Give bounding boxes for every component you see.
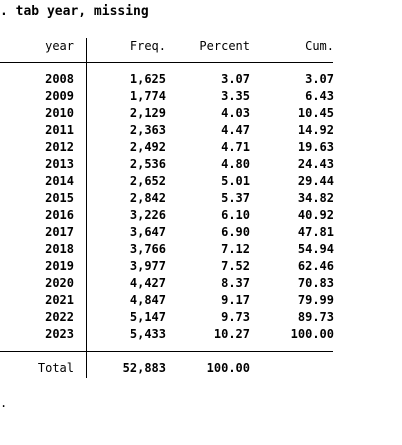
cell-cum: 19.63 <box>297 140 334 154</box>
total-label: Total <box>37 361 74 375</box>
cell-percent: 3.35 <box>221 89 250 103</box>
cell-cum: 3.07 <box>305 72 334 86</box>
header-separator-right <box>86 62 333 63</box>
cell-percent: 4.47 <box>221 123 250 137</box>
cell-cum: 14.92 <box>297 123 334 137</box>
cell-cum: 10.45 <box>297 106 334 120</box>
cell-percent: 5.37 <box>221 191 250 205</box>
prompt-marker: . <box>0 396 8 410</box>
total-separator-right <box>86 351 333 352</box>
table-row: 2012 2,492 4.71 19.63 <box>0 139 340 156</box>
cell-year: 2014 <box>45 174 74 188</box>
cell-percent: 7.52 <box>221 259 250 273</box>
cell-freq: 3,977 <box>129 259 166 273</box>
cell-freq: 2,842 <box>129 191 166 205</box>
header-freq: Freq. <box>129 39 166 53</box>
table-row: 2015 2,842 5.37 34.82 <box>0 190 340 207</box>
table-row: 2016 3,226 6.10 40.92 <box>0 207 340 224</box>
cell-year: 2022 <box>45 310 74 324</box>
cell-year: 2011 <box>45 123 74 137</box>
cell-year: 2008 <box>45 72 74 86</box>
cell-freq: 4,427 <box>129 276 166 290</box>
cell-freq: 2,652 <box>129 174 166 188</box>
cell-freq: 5,433 <box>129 327 166 341</box>
cell-percent: 7.12 <box>221 242 250 256</box>
cell-year: 2021 <box>45 293 74 307</box>
total-freq: 52,883 <box>122 361 166 375</box>
header-year: year <box>45 39 74 53</box>
table-header-row: year Freq. Percent Cum. <box>0 38 340 55</box>
cell-year: 2019 <box>45 259 74 273</box>
total-separator-left <box>0 351 86 352</box>
cell-cum: 89.73 <box>297 310 334 324</box>
column-divider <box>86 38 87 378</box>
cell-year: 2009 <box>45 89 74 103</box>
table-row: 2023 5,433 10.27 100.00 <box>0 326 340 343</box>
table-row: 2021 4,847 9.17 79.99 <box>0 292 340 309</box>
cell-cum: 47.81 <box>297 225 334 239</box>
cell-cum: 62.46 <box>297 259 334 273</box>
cell-year: 2017 <box>45 225 74 239</box>
cell-year: 2023 <box>45 327 74 341</box>
cell-year: 2015 <box>45 191 74 205</box>
cell-freq: 4,847 <box>129 293 166 307</box>
table-row: 2017 3,647 6.90 47.81 <box>0 224 340 241</box>
cell-year: 2012 <box>45 140 74 154</box>
cell-freq: 3,226 <box>129 208 166 222</box>
table-row: 2019 3,977 7.52 62.46 <box>0 258 340 275</box>
table-row: 2008 1,625 3.07 3.07 <box>0 71 340 88</box>
cell-cum: 24.43 <box>297 157 334 171</box>
cell-cum: 70.83 <box>297 276 334 290</box>
cell-freq: 1,625 <box>129 72 166 86</box>
table-row: 2014 2,652 5.01 29.44 <box>0 173 340 190</box>
table-row: 2018 3,766 7.12 54.94 <box>0 241 340 258</box>
cell-percent: 4.80 <box>221 157 250 171</box>
cell-percent: 9.73 <box>221 310 250 324</box>
table-row: 2022 5,147 9.73 89.73 <box>0 309 340 326</box>
cell-cum: 34.82 <box>297 191 334 205</box>
table-row: 2020 4,427 8.37 70.83 <box>0 275 340 292</box>
cell-cum: 54.94 <box>297 242 334 256</box>
header-cum: Cum. <box>305 39 334 53</box>
cell-freq: 3,766 <box>129 242 166 256</box>
cell-percent: 3.07 <box>221 72 250 86</box>
total-percent: 100.00 <box>206 361 250 375</box>
cell-cum: 40.92 <box>297 208 334 222</box>
cell-percent: 4.03 <box>221 106 250 120</box>
cell-cum: 29.44 <box>297 174 334 188</box>
header-percent: Percent <box>199 39 250 53</box>
table-row: 2010 2,129 4.03 10.45 <box>0 105 340 122</box>
cell-percent: 10.27 <box>213 327 250 341</box>
cell-freq: 3,647 <box>129 225 166 239</box>
cell-freq: 1,774 <box>129 89 166 103</box>
command-line: . tab year, missing <box>0 4 149 19</box>
table-row: 2011 2,363 4.47 14.92 <box>0 122 340 139</box>
cell-percent: 5.01 <box>221 174 250 188</box>
cell-cum: 6.43 <box>305 89 334 103</box>
cell-freq: 2,492 <box>129 140 166 154</box>
table-row: 2013 2,536 4.80 24.43 <box>0 156 340 173</box>
header-separator-left <box>0 62 86 63</box>
cell-year: 2020 <box>45 276 74 290</box>
cell-percent: 8.37 <box>221 276 250 290</box>
cell-percent: 6.10 <box>221 208 250 222</box>
cell-percent: 4.71 <box>221 140 250 154</box>
cell-percent: 9.17 <box>221 293 250 307</box>
cell-cum: 100.00 <box>290 327 334 341</box>
total-row: Total 52,883 100.00 <box>0 360 340 377</box>
cell-year: 2010 <box>45 106 74 120</box>
cell-freq: 2,129 <box>129 106 166 120</box>
cell-year: 2018 <box>45 242 74 256</box>
cell-freq: 2,363 <box>129 123 166 137</box>
cell-percent: 6.90 <box>221 225 250 239</box>
cell-cum: 79.99 <box>297 293 334 307</box>
cell-year: 2013 <box>45 157 74 171</box>
table-row: 2009 1,774 3.35 6.43 <box>0 88 340 105</box>
cell-year: 2016 <box>45 208 74 222</box>
cell-freq: 2,536 <box>129 157 166 171</box>
cell-freq: 5,147 <box>129 310 166 324</box>
